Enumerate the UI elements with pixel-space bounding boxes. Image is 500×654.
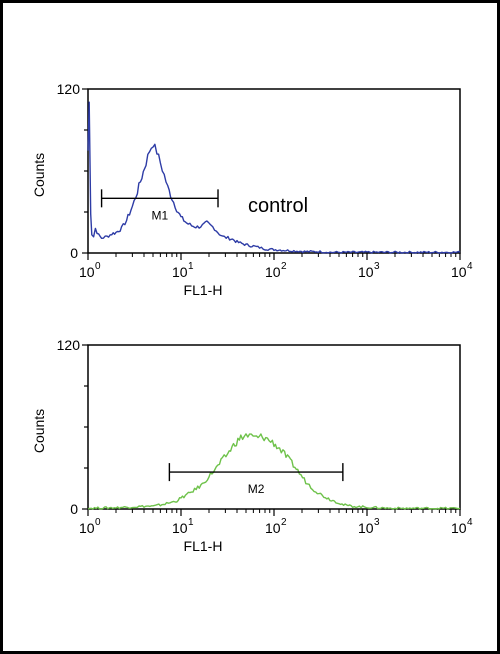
y-tick-label: 120 xyxy=(57,81,81,97)
gate-label: M2 xyxy=(248,482,265,496)
x-tick-exponent: 2 xyxy=(281,517,287,528)
histogram-series-line xyxy=(87,101,461,254)
y-axis-label: Counts xyxy=(31,153,47,197)
x-tick-exponent: 3 xyxy=(374,517,380,528)
x-tick-label: 10 xyxy=(358,264,374,280)
y-axis-label: Counts xyxy=(31,409,47,453)
gate-label: M1 xyxy=(151,208,168,222)
x-tick-label: 10 xyxy=(172,264,188,280)
x-tick-label: 10 xyxy=(79,264,95,280)
x-tick-label: 10 xyxy=(172,520,188,536)
x-axis-label: FL1-H xyxy=(184,282,223,298)
x-tick-label: 10 xyxy=(265,520,281,536)
x-tick-label: 10 xyxy=(451,264,467,280)
x-tick-exponent: 1 xyxy=(188,261,194,272)
x-tick-exponent: 1 xyxy=(188,517,194,528)
x-tick-label: 10 xyxy=(451,520,467,536)
histogram-series-line xyxy=(87,433,461,510)
y-tick-label: 0 xyxy=(70,501,78,517)
x-tick-exponent: 2 xyxy=(281,261,287,272)
plot-area-frame xyxy=(87,344,461,510)
y-tick-label: 120 xyxy=(57,337,81,353)
x-tick-exponent: 3 xyxy=(374,261,380,272)
x-tick-exponent: 4 xyxy=(467,517,473,528)
sample-annotation: control xyxy=(248,195,308,217)
x-tick-exponent: 0 xyxy=(95,517,101,528)
y-tick-label: 0 xyxy=(70,245,78,261)
x-tick-exponent: 4 xyxy=(467,261,473,272)
x-axis-label: FL1-H xyxy=(184,538,223,554)
x-tick-label: 10 xyxy=(79,520,95,536)
x-tick-label: 10 xyxy=(358,520,374,536)
x-tick-label: 10 xyxy=(265,264,281,280)
x-tick-exponent: 0 xyxy=(95,261,101,272)
